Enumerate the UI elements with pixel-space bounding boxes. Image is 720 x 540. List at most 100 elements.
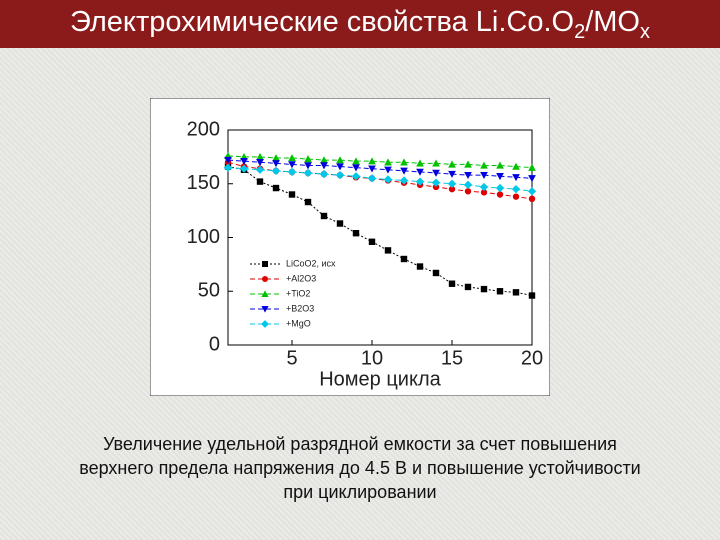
marker <box>416 159 424 167</box>
marker <box>384 158 392 166</box>
series-line <box>227 155 533 169</box>
marker <box>224 156 232 164</box>
marker <box>261 306 269 313</box>
marker <box>448 160 456 168</box>
marker <box>448 280 456 287</box>
marker <box>240 157 248 166</box>
marker <box>261 290 269 297</box>
y-tick-label: 150 <box>187 172 220 194</box>
marker <box>400 167 408 175</box>
marker <box>464 171 472 179</box>
marker <box>384 247 392 254</box>
legend-label: +B2O3 <box>286 303 314 313</box>
marker <box>304 155 312 163</box>
marker <box>304 162 312 170</box>
marker <box>512 174 520 182</box>
marker <box>239 164 249 173</box>
marker <box>496 191 504 198</box>
marker <box>432 183 440 191</box>
marker <box>400 255 408 263</box>
marker <box>223 163 233 172</box>
x-tick-label: 5 <box>286 347 297 369</box>
marker <box>480 285 488 293</box>
caption-line: верхнего предела напряжения до 4.5 В и п… <box>79 458 641 478</box>
marker <box>320 212 328 220</box>
marker <box>464 160 472 168</box>
marker <box>384 166 392 174</box>
marker <box>480 161 488 169</box>
y-tick-label: 100 <box>187 226 220 248</box>
marker <box>448 185 456 193</box>
marker <box>368 238 376 245</box>
title-part: 2 <box>574 20 586 43</box>
marker <box>262 276 268 282</box>
marker <box>256 178 264 185</box>
slide-title: Электрохимические свойства Li.Co.O2/MOx <box>0 0 720 48</box>
marker <box>480 171 488 179</box>
x-tick-label: 15 <box>441 347 463 369</box>
marker <box>416 168 424 176</box>
marker <box>528 175 536 183</box>
marker <box>272 154 280 162</box>
marker <box>512 289 520 296</box>
marker <box>528 292 536 299</box>
x-tick-label: 20 <box>521 347 543 369</box>
marker <box>262 261 268 267</box>
marker <box>528 195 536 202</box>
marker <box>479 182 489 192</box>
y-tick-label: 200 <box>187 118 220 140</box>
marker <box>463 180 473 189</box>
marker <box>416 263 424 270</box>
marker <box>336 163 344 171</box>
marker <box>400 158 408 166</box>
title-part: Электрохимические свойства Li.Co.O <box>70 6 575 38</box>
marker <box>256 153 264 161</box>
marker <box>448 170 456 178</box>
title-part: /MO <box>585 6 640 38</box>
marker <box>495 183 505 193</box>
marker <box>496 161 504 169</box>
marker <box>432 269 440 277</box>
marker <box>512 193 520 200</box>
legend-label: +Al2O3 <box>286 273 316 283</box>
marker <box>320 162 328 170</box>
marker <box>368 157 376 165</box>
y-tick-label: 0 <box>209 333 220 355</box>
series-line <box>227 159 533 179</box>
marker <box>352 157 360 165</box>
marker <box>336 156 344 164</box>
marker <box>464 188 472 195</box>
marker <box>527 187 537 196</box>
legend-label: LiCoO2, исх <box>286 258 336 268</box>
marker <box>447 179 457 188</box>
marker <box>288 154 296 162</box>
marker <box>464 283 472 291</box>
marker <box>288 191 296 198</box>
marker <box>480 189 488 196</box>
marker <box>352 230 360 237</box>
marker <box>431 178 441 187</box>
title-part: x <box>639 20 650 43</box>
caption-line: Увеличение удельной разрядной емкости за… <box>103 434 617 454</box>
marker <box>368 165 376 173</box>
caption-line: при циклировании <box>283 482 437 502</box>
x-axis-label: Номер цикла <box>319 368 441 390</box>
marker <box>432 169 440 177</box>
marker <box>512 162 520 170</box>
marker <box>496 288 504 295</box>
marker <box>272 160 280 168</box>
marker <box>304 198 312 206</box>
marker <box>336 220 344 227</box>
marker <box>528 163 536 171</box>
y-tick-label: 50 <box>198 280 220 302</box>
legend-label: +MgO <box>286 318 311 328</box>
x-tick-label: 10 <box>361 347 383 369</box>
marker <box>415 177 425 186</box>
marker <box>272 184 280 192</box>
marker <box>320 156 328 164</box>
chart: Номер цикла 0 50 100 150 200 5 10 15 20 LiCoO2, и… <box>150 98 550 396</box>
marker <box>256 159 264 167</box>
marker <box>432 159 440 167</box>
caption: Увеличение удельной разрядной емкости за… <box>20 432 700 504</box>
